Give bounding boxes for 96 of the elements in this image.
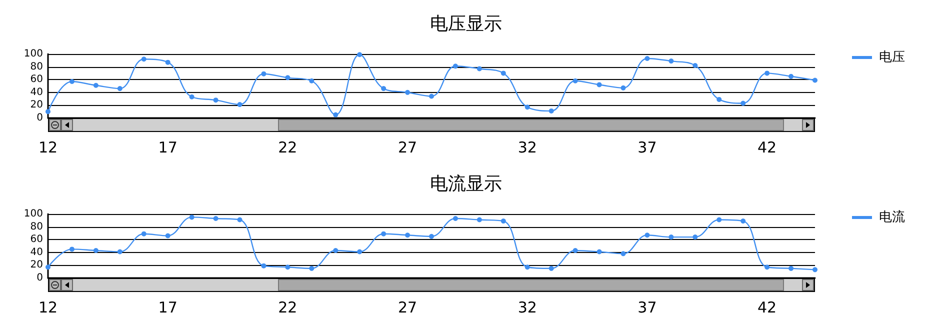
point <box>165 233 170 238</box>
point <box>405 232 410 238</box>
point <box>117 86 122 92</box>
point <box>716 217 722 222</box>
x-tick-label: 17 <box>158 298 178 316</box>
y-tick-label: 80 <box>30 221 43 232</box>
point <box>333 248 338 253</box>
y-tick-label: 60 <box>30 74 43 86</box>
point <box>548 108 554 114</box>
x-tick-label: 22 <box>278 298 298 316</box>
point <box>309 266 314 271</box>
point <box>285 264 290 270</box>
legend-label: 电压 <box>879 50 905 65</box>
y-tick-label: 0 <box>36 112 43 124</box>
point <box>812 78 818 83</box>
x-tick-label: 22 <box>278 138 298 156</box>
point <box>452 64 458 69</box>
point <box>213 98 218 103</box>
x-tick-label: 42 <box>758 298 777 316</box>
point <box>716 96 722 102</box>
point <box>524 104 530 110</box>
point <box>500 218 506 224</box>
x-tick-label: 27 <box>398 138 418 156</box>
x-tick-label: 12 <box>38 298 58 316</box>
point <box>692 234 698 240</box>
point <box>117 249 122 254</box>
point <box>452 216 458 221</box>
legend-label: 电流 <box>879 209 905 225</box>
x-tick-label: 37 <box>638 138 657 156</box>
point <box>764 70 770 76</box>
point <box>596 82 602 88</box>
point <box>261 71 266 76</box>
point <box>429 94 434 99</box>
point <box>524 264 530 270</box>
point <box>189 214 194 220</box>
point <box>357 249 362 254</box>
point <box>405 90 410 95</box>
y-tick-label: 20 <box>30 260 43 271</box>
point <box>620 85 626 90</box>
point <box>740 218 746 224</box>
point <box>548 266 554 271</box>
point <box>668 58 674 64</box>
point <box>46 264 50 270</box>
x-tick-label: 37 <box>638 298 657 316</box>
y-tick-label: 0 <box>36 272 43 284</box>
point <box>644 232 650 238</box>
point <box>69 246 74 252</box>
point <box>429 234 434 239</box>
y-tick-label: 60 <box>30 234 43 246</box>
point <box>381 86 386 92</box>
point <box>644 56 650 61</box>
point <box>309 78 314 84</box>
point <box>764 264 770 270</box>
point <box>620 251 626 256</box>
point <box>668 234 674 240</box>
point <box>596 249 602 254</box>
x-tick-label: 32 <box>518 138 537 156</box>
point <box>572 78 578 84</box>
y-tick-label: 80 <box>30 61 43 72</box>
x-tick-label: 32 <box>518 298 537 316</box>
point <box>93 82 98 88</box>
chart-title: 电流显示 <box>430 174 502 194</box>
point <box>381 231 386 236</box>
point <box>213 216 218 221</box>
point <box>476 217 482 222</box>
point <box>572 248 578 253</box>
point <box>141 56 146 62</box>
point <box>69 79 74 84</box>
x-tick-label: 42 <box>758 138 777 156</box>
x-tick-label: 12 <box>38 138 58 156</box>
point <box>189 94 194 100</box>
point <box>740 100 746 106</box>
y-tick-label: 40 <box>30 86 43 98</box>
point <box>93 248 98 253</box>
point <box>812 267 818 272</box>
point <box>141 231 146 236</box>
point <box>476 66 482 72</box>
point <box>285 75 290 80</box>
point <box>692 63 698 68</box>
point <box>788 266 794 271</box>
point <box>333 112 338 118</box>
point <box>261 263 266 268</box>
x-tick-label: 27 <box>398 298 418 316</box>
point <box>500 70 506 76</box>
point <box>46 109 50 114</box>
point <box>165 60 170 65</box>
chart-title: 电压显示 <box>430 14 502 34</box>
point <box>357 52 362 58</box>
point <box>788 74 794 79</box>
y-tick-label: 100 <box>24 208 43 220</box>
y-tick-label: 40 <box>30 246 43 258</box>
point <box>237 217 242 222</box>
y-tick-label: 100 <box>24 48 43 60</box>
x-tick-label: 17 <box>158 138 178 156</box>
y-tick-label: 20 <box>30 100 43 111</box>
point <box>237 102 242 108</box>
